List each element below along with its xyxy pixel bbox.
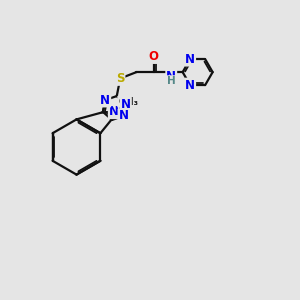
Text: N: N (109, 105, 119, 118)
Text: O: O (149, 50, 159, 63)
Text: N: N (100, 94, 110, 106)
Text: N: N (121, 98, 131, 111)
Text: N: N (185, 79, 195, 92)
Text: N: N (118, 110, 129, 122)
Text: N: N (166, 70, 176, 83)
Text: S: S (116, 72, 124, 85)
Text: N: N (185, 52, 195, 66)
Text: CH₃: CH₃ (118, 97, 138, 106)
Text: H: H (167, 76, 176, 86)
